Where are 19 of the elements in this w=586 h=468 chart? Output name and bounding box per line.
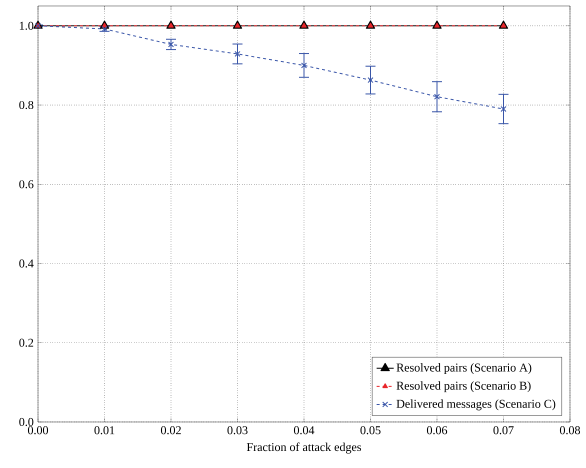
y-tick-label: 0.6: [19, 180, 34, 188]
x-tick-label: 0.03: [227, 426, 248, 434]
x-tick-label: 0.06: [426, 426, 448, 434]
x-tick-label: 0.00: [28, 426, 48, 434]
y-tick-label: 0.0: [19, 418, 34, 426]
legend-label: Resolved pairs (Scenario B): [396, 381, 531, 392]
y-tick-label: 0.8: [19, 100, 34, 110]
x-tick-label: 0.01: [94, 426, 114, 434]
x-tick-label: 0.04: [294, 426, 314, 434]
y-tick-label: 0.4: [19, 259, 34, 268]
y-tick-label: 1.0: [20, 22, 34, 30]
x-tick-label: 0.05: [360, 426, 381, 434]
x-tick-label: 0.08: [560, 426, 580, 434]
legend-label: Delivered messages (Scenario C): [396, 399, 556, 410]
x-axis-title: Fraction of attack edges: [246, 442, 362, 454]
y-tick-label: 0.2: [19, 338, 34, 347]
x-tick-label: 0.07: [493, 426, 514, 434]
x-tick-label: 0.02: [160, 426, 181, 434]
legend-label: Resolved pairs (Scenario A): [396, 363, 532, 374]
